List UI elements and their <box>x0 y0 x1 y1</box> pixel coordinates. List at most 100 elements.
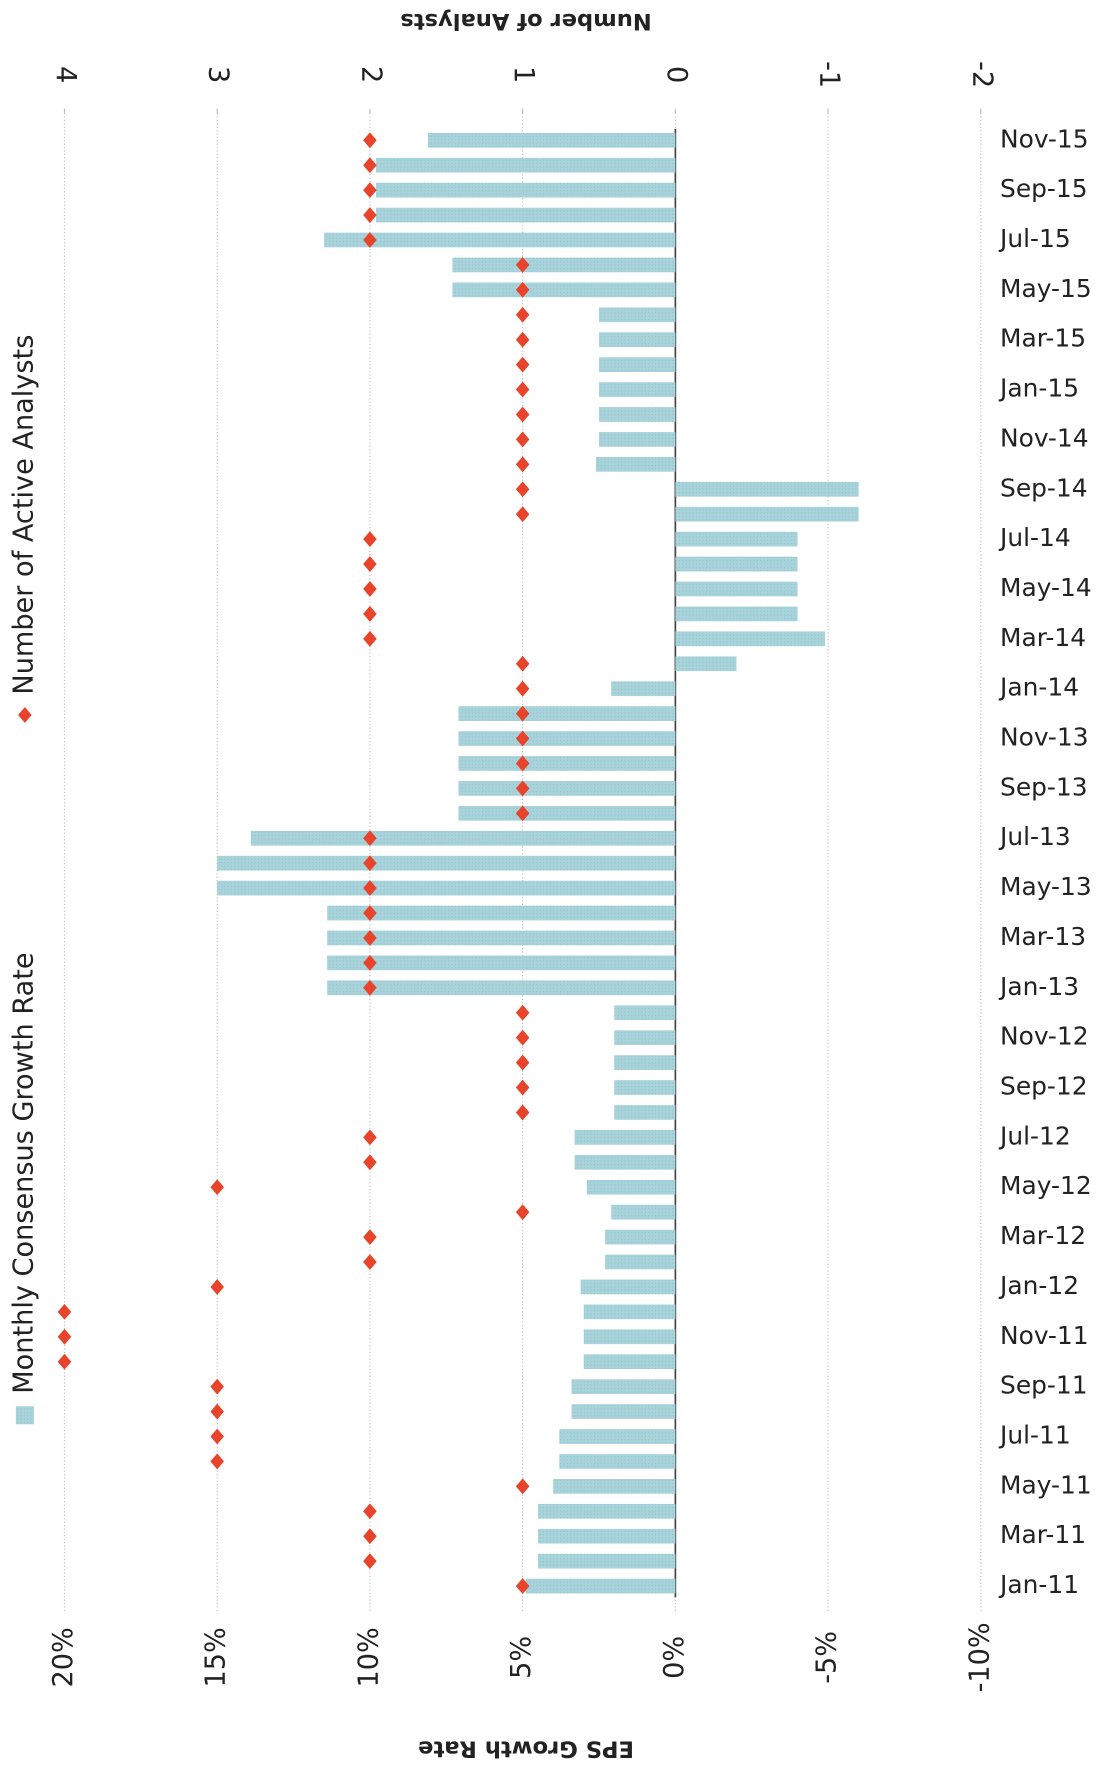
y2-tick-label: 1 <box>508 66 539 83</box>
y-tick-label: Jan-15 <box>998 374 1079 403</box>
bar <box>458 805 676 821</box>
marker <box>515 356 530 373</box>
bar <box>599 432 676 447</box>
bar <box>559 1454 676 1469</box>
marker <box>363 157 377 174</box>
x-tick-label: 0% <box>659 1636 690 1679</box>
y-tick-label: Jul-12 <box>998 1121 1071 1150</box>
y-tick-label: Mar-12 <box>1000 1221 1086 1250</box>
bar <box>376 157 676 173</box>
y-tick-label: Sep-13 <box>1000 772 1088 801</box>
marker <box>57 1303 72 1320</box>
y-tick-label: Jul-15 <box>998 224 1071 253</box>
bar <box>458 731 676 746</box>
marker <box>515 456 530 473</box>
y2-tick-label: 4 <box>50 66 81 83</box>
bar <box>217 880 676 896</box>
y-tick-label: Jul-11 <box>998 1421 1071 1450</box>
marker <box>363 182 377 199</box>
marker <box>515 1578 530 1594</box>
marker <box>515 331 530 348</box>
marker <box>363 605 377 622</box>
y-tick-label: Sep-11 <box>1000 1371 1088 1400</box>
bar <box>583 1354 676 1370</box>
y2-axis-title: Number of Analysts <box>400 8 651 34</box>
bar <box>599 407 676 422</box>
y-tick-label: Jan-12 <box>998 1271 1079 1300</box>
bar <box>599 382 676 397</box>
y-tick-label: Nov-15 <box>1000 124 1089 153</box>
marker <box>515 780 530 797</box>
marker <box>57 1353 72 1370</box>
marker <box>515 506 530 523</box>
bar <box>599 357 676 372</box>
marker <box>363 1129 377 1146</box>
y2-tick-label: 2 <box>355 66 386 83</box>
bar <box>675 606 798 622</box>
y-tick-label: Sep-14 <box>1000 473 1088 502</box>
bar <box>599 307 676 323</box>
bar <box>675 481 859 497</box>
marker <box>363 581 377 597</box>
y-tick-label: Nov-13 <box>1000 723 1089 752</box>
marker <box>363 1154 377 1171</box>
marker <box>363 531 377 548</box>
y-tick-label: May-15 <box>1000 274 1092 303</box>
y-tick-label: Mar-13 <box>1000 922 1086 951</box>
bar <box>574 1130 676 1145</box>
marker <box>515 1104 530 1121</box>
bar <box>571 1404 676 1419</box>
x-tick-label: 10% <box>353 1627 384 1687</box>
marker <box>363 232 377 248</box>
y2-tick-label: 0 <box>661 66 692 83</box>
y-tick-label: Jan-14 <box>998 673 1079 702</box>
bar <box>675 556 798 572</box>
y-tick-label: Jul-14 <box>998 523 1071 552</box>
y2-tick-label: 3 <box>203 66 234 83</box>
marker <box>515 1004 530 1021</box>
marker <box>363 1254 377 1270</box>
bar <box>611 681 676 697</box>
bar <box>586 1179 676 1195</box>
marker <box>515 406 530 423</box>
marker <box>515 680 530 697</box>
marker <box>210 1179 224 1196</box>
y-tick-label: Mar-15 <box>1000 324 1086 353</box>
marker <box>363 556 377 572</box>
bar <box>327 905 676 921</box>
bar <box>571 1379 676 1395</box>
marker <box>210 1453 224 1470</box>
bar <box>327 930 676 946</box>
marker <box>363 880 377 897</box>
y-tick-label: Sep-12 <box>1000 1072 1088 1101</box>
x-tick-label: 5% <box>506 1636 537 1679</box>
marker <box>515 655 530 672</box>
marker <box>210 1279 224 1295</box>
marker <box>515 481 530 498</box>
y-tick-label: May-13 <box>1000 872 1092 901</box>
y-tick-label: Mar-11 <box>1000 1520 1086 1549</box>
bar <box>324 232 676 248</box>
bar <box>583 1329 676 1345</box>
marker <box>57 1328 72 1345</box>
bar <box>605 1229 676 1245</box>
bar <box>614 1105 676 1120</box>
marker <box>515 1029 530 1046</box>
y-tick-label: Mar-14 <box>1000 623 1086 652</box>
bar <box>675 506 859 522</box>
legend-label: Number of Active Analysts <box>8 335 39 695</box>
bar <box>675 531 798 547</box>
bar <box>327 980 676 996</box>
bar <box>553 1479 676 1494</box>
marker <box>515 257 530 273</box>
marker <box>363 1503 377 1520</box>
bar <box>611 1204 676 1220</box>
bar <box>525 1578 676 1594</box>
marker <box>210 1403 224 1420</box>
marker <box>363 830 377 847</box>
marker <box>363 132 377 149</box>
legend-swatch <box>15 1406 34 1425</box>
y-tick-label: Jul-13 <box>998 822 1071 851</box>
bar <box>427 132 676 148</box>
